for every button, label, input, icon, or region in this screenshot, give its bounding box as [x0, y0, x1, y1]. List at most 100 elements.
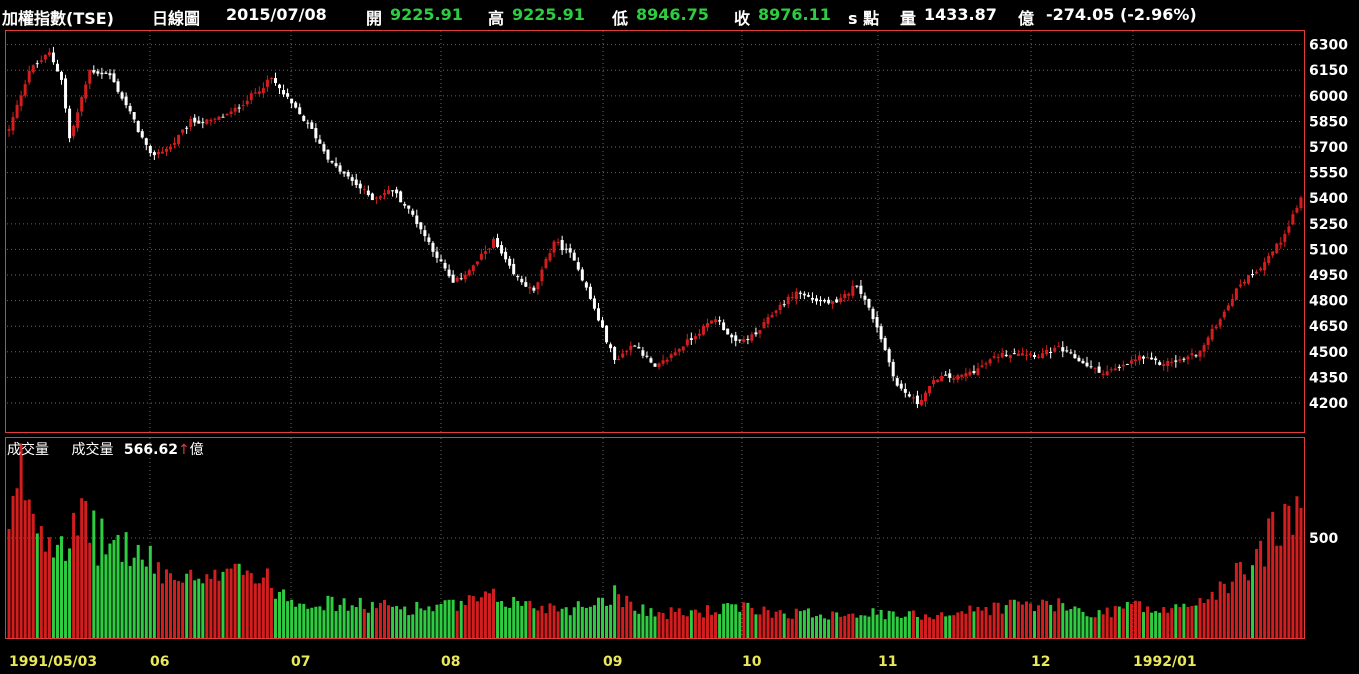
volume-bar [1206, 599, 1210, 638]
candle-body [1016, 353, 1020, 356]
candle-body [156, 152, 160, 155]
candle-body [382, 193, 386, 196]
volume-bar [1049, 604, 1053, 638]
volume-bar [1097, 610, 1101, 638]
volume-bar [1271, 511, 1275, 638]
volume-bar [338, 604, 342, 638]
candle-body [459, 278, 463, 280]
low-value: 8946.75 [636, 5, 709, 24]
candle-body [718, 320, 722, 322]
candle-body [213, 118, 217, 120]
candle-body [47, 52, 51, 56]
volume-bar [39, 526, 43, 638]
candle-body [483, 251, 487, 254]
candle-body [225, 113, 229, 116]
volume-bar [225, 568, 229, 638]
candle-body [1174, 360, 1178, 362]
volume-bar [871, 608, 875, 638]
volume-bar [27, 499, 31, 638]
candle-body [1178, 359, 1182, 361]
volume-bar [229, 568, 233, 638]
volume-bar [605, 605, 609, 638]
candle-body [1190, 353, 1194, 356]
volume-bar [649, 608, 653, 638]
volume-bar [1170, 608, 1174, 638]
volume-bar [685, 616, 689, 638]
candle-body [677, 349, 681, 352]
candle-body [1133, 359, 1137, 362]
price-tick-label: 4800 [1309, 294, 1348, 310]
candle-body [919, 399, 923, 406]
candle-body [782, 304, 786, 306]
candle-body [362, 189, 366, 191]
candle-body [209, 119, 213, 121]
volume-bar [754, 614, 758, 638]
candle-body [988, 359, 992, 364]
candle-body [750, 334, 754, 341]
candle-body [237, 107, 241, 109]
volume-bar [346, 610, 350, 638]
volume-bar [1214, 599, 1218, 638]
candle-body [76, 112, 80, 128]
volume-bar [924, 614, 928, 638]
candle-body [181, 129, 185, 133]
candle-body [605, 325, 609, 343]
volume-bar [475, 601, 479, 638]
candle-body [487, 248, 491, 250]
volume-bar [1065, 610, 1069, 638]
candle-body [391, 190, 395, 192]
volume-header: 成交量 成交量 566.62↑億 [7, 439, 210, 459]
volume-bar [443, 600, 447, 638]
candle-body [806, 295, 810, 297]
candle-body [1162, 364, 1166, 367]
candle-body [1275, 243, 1279, 254]
candle-body [387, 190, 391, 195]
candle-body [952, 378, 956, 380]
volume-bar [395, 605, 399, 638]
candle-body [564, 248, 568, 250]
candle-body [1073, 354, 1077, 359]
volume-bar [697, 612, 701, 638]
candle-body [1004, 354, 1008, 357]
candle-body [907, 394, 911, 397]
price-panel [5, 30, 1305, 433]
candle-body [532, 287, 536, 291]
volume-bar [710, 614, 714, 638]
candle-body [972, 371, 976, 374]
volume-bar [1186, 606, 1190, 638]
volume-bar [827, 619, 831, 638]
volume-bar [956, 612, 960, 638]
volume-bar [1267, 518, 1271, 638]
volume-bar [1089, 617, 1093, 638]
candle-body [132, 112, 136, 120]
volume-bar [1222, 583, 1226, 638]
candle-body [798, 292, 802, 294]
volume-bar [1275, 545, 1279, 638]
candle-body [572, 252, 576, 261]
candle-body [1210, 328, 1214, 340]
volume-bar [181, 582, 185, 638]
candle-body [653, 363, 657, 367]
candle-body [423, 230, 427, 237]
volume-bar [972, 611, 976, 638]
candle-body [334, 163, 338, 167]
close-value: 8976.11 [758, 5, 831, 24]
candle-body [1097, 366, 1101, 373]
volume-bar [1045, 600, 1049, 638]
candle-body [588, 286, 592, 299]
candle-body [1077, 357, 1081, 362]
volume-bar [76, 535, 80, 638]
candle-body [1146, 357, 1150, 359]
candle-body [693, 336, 697, 340]
volume-bar [455, 610, 459, 638]
candle-body [984, 363, 988, 365]
candle-body [944, 374, 948, 376]
candle-body [201, 122, 205, 124]
price-tick-label: 5400 [1309, 191, 1348, 207]
candle-body [136, 121, 140, 133]
candle-body [463, 274, 467, 280]
volume-bar [306, 608, 310, 638]
volume-bar [197, 578, 201, 638]
date-tick-label: 06 [150, 654, 169, 670]
volume-bar [576, 601, 580, 638]
